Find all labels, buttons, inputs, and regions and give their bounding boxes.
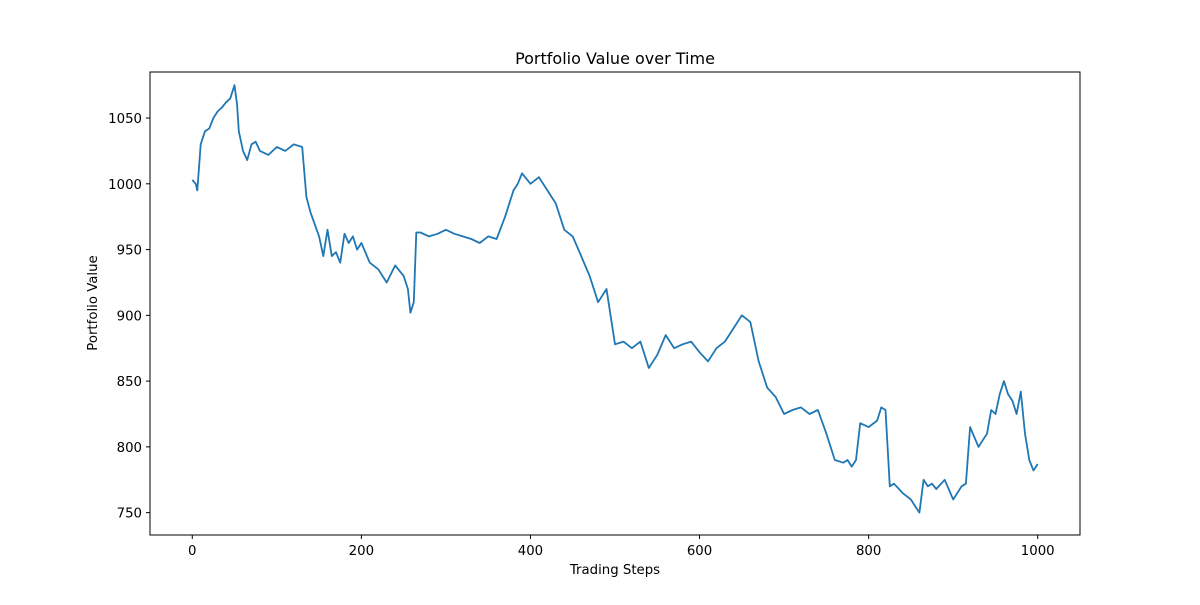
y-axis: 750 800 850 900 950 1000 1050	[108, 112, 150, 522]
y-tick-label: 900	[117, 309, 142, 324]
y-tick-label: 1050	[108, 112, 142, 127]
x-tick-label: 600	[687, 544, 712, 559]
x-tick-label: 200	[349, 544, 374, 559]
chart-title: Portfolio Value over Time	[515, 49, 715, 68]
axes-frame	[149, 71, 1081, 536]
y-tick-label: 750	[117, 507, 142, 522]
x-tick-label: 0	[188, 544, 196, 559]
y-tick-label: 850	[117, 375, 142, 390]
x-axis-label: Trading Steps	[569, 563, 660, 578]
series-line-0	[191, 84, 1039, 514]
x-tick-label: 400	[518, 544, 543, 559]
plot-area	[149, 71, 1081, 536]
y-tick-label: 800	[117, 441, 142, 456]
y-axis-label: Portfolio Value	[86, 255, 101, 350]
x-axis: 0 200 400 600 800 1000	[188, 535, 1055, 559]
y-tick-label: 950	[117, 244, 142, 259]
x-tick-label: 800	[856, 544, 881, 559]
y-tick-label: 1000	[108, 178, 142, 193]
x-tick-label: 1000	[1021, 544, 1055, 559]
